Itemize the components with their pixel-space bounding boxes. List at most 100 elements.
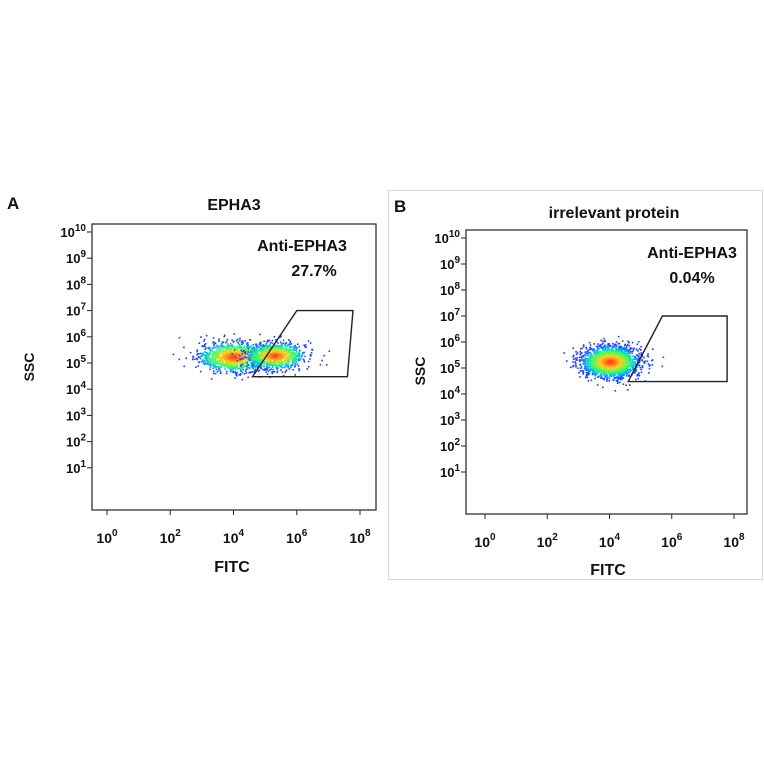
event-dot <box>615 362 618 364</box>
event-dot <box>610 372 613 374</box>
event-dot <box>288 368 291 370</box>
event-dot <box>627 359 630 361</box>
event-dot <box>604 367 606 370</box>
event-dot <box>584 358 586 361</box>
event-dot <box>287 365 290 367</box>
event-dot <box>257 364 260 367</box>
event-dot <box>606 366 609 368</box>
event-dot <box>585 346 587 349</box>
event-dot <box>256 355 259 357</box>
event-dot <box>637 364 639 366</box>
event-dot <box>605 346 608 348</box>
event-dot <box>611 342 614 345</box>
y-tick-label: 106 <box>440 333 460 350</box>
event-dot <box>204 351 206 353</box>
event-dot <box>291 353 293 355</box>
event-dot <box>295 351 298 354</box>
event-dot <box>291 349 294 351</box>
event-dot <box>216 363 218 365</box>
event-dot <box>597 363 600 365</box>
event-dot <box>644 362 646 364</box>
event-dot <box>628 374 631 376</box>
event-dot <box>594 366 597 369</box>
event-dot <box>603 355 605 357</box>
event-dot <box>203 338 206 341</box>
event-dot <box>270 358 272 361</box>
event-dot <box>263 365 265 368</box>
event-dot <box>626 353 628 356</box>
event-dot <box>601 371 604 374</box>
event-dot <box>584 364 587 367</box>
event-dot <box>586 354 589 357</box>
event-dot <box>594 352 597 354</box>
event-dot <box>600 373 602 376</box>
event-dot <box>615 349 617 352</box>
event-dot <box>572 364 575 367</box>
event-dot <box>614 361 616 363</box>
event-dot <box>618 351 621 353</box>
event-dot <box>237 358 240 360</box>
event-dot <box>617 371 619 374</box>
event-dot <box>235 366 237 368</box>
event-dot <box>216 344 218 347</box>
event-dot <box>215 365 217 368</box>
event-dot <box>230 354 232 357</box>
event-dot <box>612 368 614 371</box>
event-dot <box>595 350 598 352</box>
event-dot <box>603 356 606 359</box>
event-dot <box>615 364 618 367</box>
event-dot <box>638 374 641 377</box>
event-dot <box>626 368 628 371</box>
event-dot <box>597 353 599 355</box>
event-dot <box>282 356 284 358</box>
event-dot <box>247 343 249 345</box>
event-dot <box>608 369 611 371</box>
event-dot <box>241 346 243 348</box>
event-dot <box>281 361 284 364</box>
event-dot <box>206 352 209 354</box>
event-dot <box>615 372 617 375</box>
event-dot <box>266 350 269 353</box>
event-dot <box>600 339 602 342</box>
event-dot <box>602 342 604 345</box>
event-dot <box>575 362 577 365</box>
event-dot <box>271 371 273 373</box>
event-dot <box>614 390 617 392</box>
event-dot <box>605 376 608 378</box>
event-dot <box>603 369 605 371</box>
event-dot <box>269 364 272 366</box>
event-dot <box>579 370 582 372</box>
event-dot <box>621 363 623 365</box>
event-dot <box>631 358 634 361</box>
event-dot <box>620 378 622 381</box>
event-dot <box>249 339 252 341</box>
event-dot <box>606 358 608 361</box>
event-dot <box>279 362 282 364</box>
event-dot <box>258 349 260 352</box>
event-dot <box>263 349 266 351</box>
event-dot <box>237 359 240 361</box>
event-dot <box>209 364 211 366</box>
event-dot <box>601 370 604 373</box>
event-dot <box>284 345 287 348</box>
event-dot <box>214 363 216 366</box>
event-dot <box>614 377 616 379</box>
event-dot <box>629 347 632 349</box>
event-dot <box>294 374 296 376</box>
event-dot <box>303 351 305 354</box>
event-dot <box>650 359 653 362</box>
event-dot <box>305 346 307 349</box>
event-dot <box>290 357 292 360</box>
event-dot <box>606 350 609 352</box>
event-dot <box>575 350 577 353</box>
event-dot <box>647 353 649 355</box>
event-dot <box>602 368 604 371</box>
event-dot <box>275 358 278 360</box>
event-dot <box>607 346 609 348</box>
event-dot <box>269 347 271 349</box>
event-dot <box>223 334 226 337</box>
event-dot <box>260 366 262 368</box>
event-dot <box>195 357 198 360</box>
event-dot <box>299 358 302 360</box>
